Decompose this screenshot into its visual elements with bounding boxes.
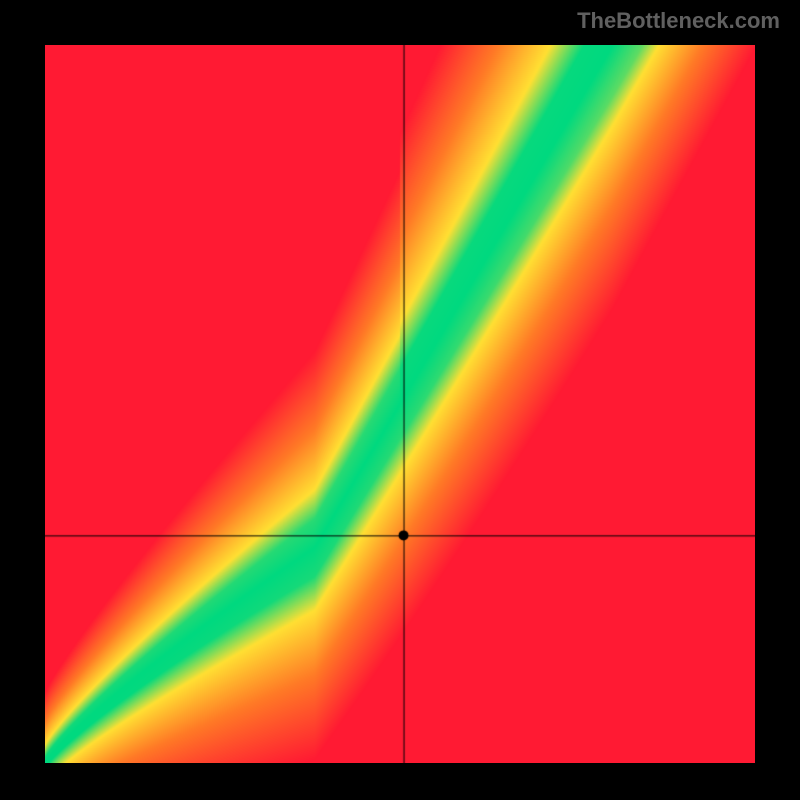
watermark-text: TheBottleneck.com	[577, 8, 780, 34]
bottleneck-heatmap	[45, 45, 755, 763]
